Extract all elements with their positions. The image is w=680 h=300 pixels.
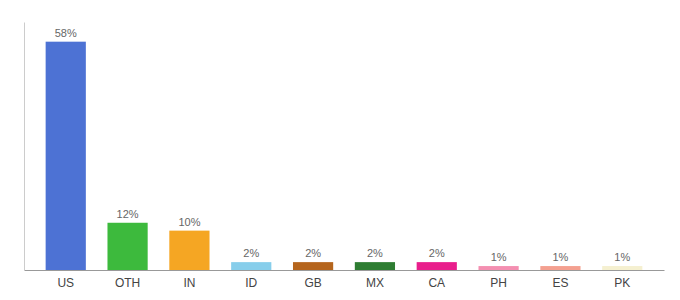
x-axis: US OTH IN ID GB MX CA PH ES PK: [25, 271, 665, 290]
y-axis-line: [24, 23, 25, 271]
x-tick: US: [57, 276, 74, 290]
chart: US OTH IN ID GB MX CA PH ES PK 58% 12% 10% 2% 2% 2% 2% 1%…: [0, 0, 680, 300]
y-axis: [24, 23, 25, 271]
bar: [46, 42, 86, 270]
data-label: 58%: [55, 27, 77, 39]
bars: [46, 42, 643, 270]
bar: [169, 231, 209, 270]
x-tick-label: OTH: [115, 276, 140, 290]
x-tick: ES: [552, 276, 568, 290]
x-axis-line: [25, 270, 665, 271]
data-labels: 58% 12% 10% 2% 2% 2% 2% 1% 1% 1%: [55, 27, 631, 263]
x-tick: PH: [490, 276, 507, 290]
x-tick-label: IN: [183, 276, 195, 290]
bar: [417, 262, 457, 270]
bar: [540, 266, 580, 270]
bar: [355, 262, 395, 270]
x-tick-label: ES: [552, 276, 568, 290]
bar: [602, 266, 642, 270]
data-label: 2%: [429, 247, 445, 259]
data-label: 2%: [367, 247, 383, 259]
bar: [107, 223, 147, 270]
x-tick-label: GB: [304, 276, 321, 290]
data-label: 10%: [178, 216, 200, 228]
bar: [231, 262, 271, 270]
x-tick: MX: [366, 276, 384, 290]
x-tick-label: MX: [366, 276, 384, 290]
data-label: 2%: [305, 247, 321, 259]
x-tick: GB: [304, 276, 321, 290]
x-tick-label: PK: [614, 276, 630, 290]
x-tick-label: ID: [245, 276, 257, 290]
x-tick-label: CA: [428, 276, 445, 290]
x-tick: ID: [245, 276, 257, 290]
data-label: 1%: [614, 251, 630, 263]
x-tick-label: US: [57, 276, 74, 290]
data-label: 12%: [117, 208, 139, 220]
bar: [293, 262, 333, 270]
data-label: 2%: [243, 247, 259, 259]
bar: [478, 266, 518, 270]
x-tick: PK: [614, 276, 630, 290]
x-tick: CA: [428, 276, 445, 290]
x-tick: IN: [183, 276, 195, 290]
x-tick-label: PH: [490, 276, 507, 290]
data-label: 1%: [552, 251, 568, 263]
x-tick: OTH: [115, 276, 140, 290]
data-label: 1%: [491, 251, 507, 263]
